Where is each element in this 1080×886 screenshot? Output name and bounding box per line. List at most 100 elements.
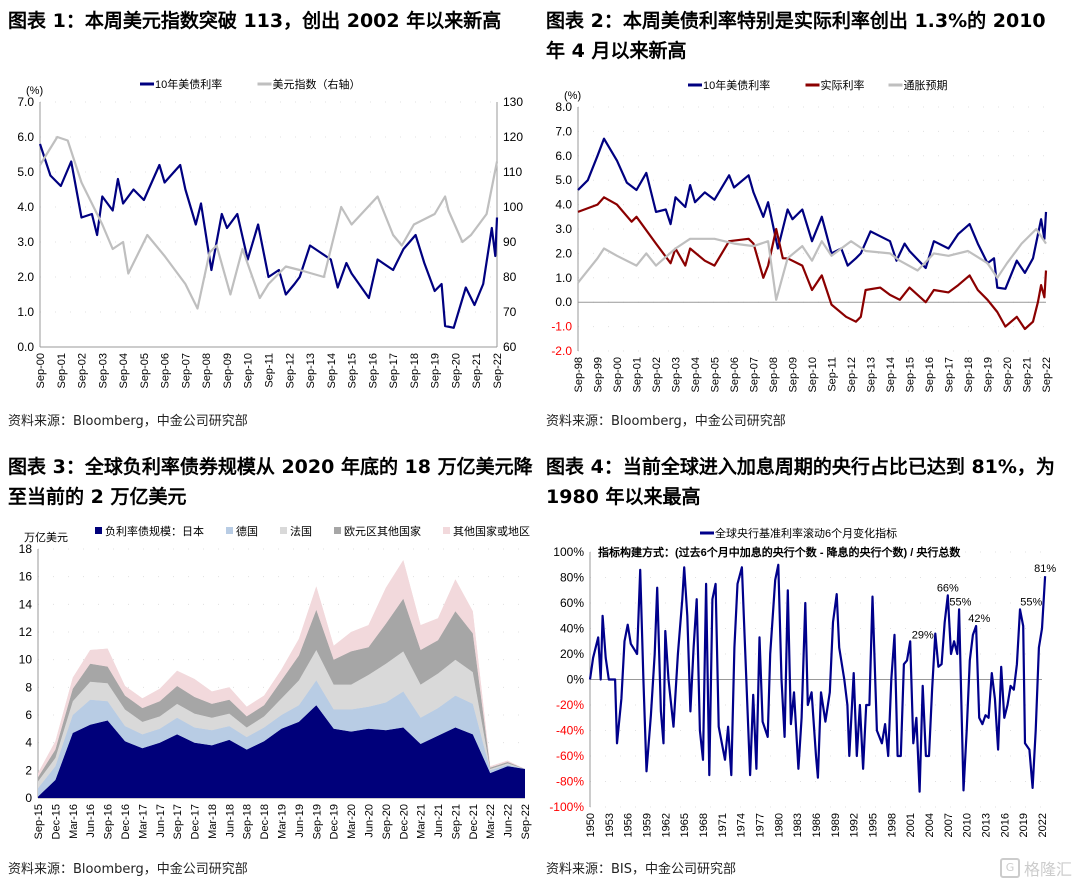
chart3-x-tick-label: Dec-16 [120,804,132,839]
chart4-x-tick-label: 2004 [924,813,936,837]
chart3-x-tick-label: Sep-22 [520,804,532,839]
chart4-x-tick-label: 1965 [679,813,691,837]
chart2-x-tick-label: Sep-01 [632,357,644,392]
chart4-x-tick-label: 1968 [698,813,710,837]
chart4-y-tick-label: 20% [560,647,584,661]
chart3-x-tick-label: Mar-17 [137,804,149,839]
chart3-x-tick-label: Sep-19 [311,804,323,839]
chart4-x-tick-label: 1983 [792,813,804,837]
chart4-title: 图表 4：当前全球进入加息周期的央行占比已达到 81%，为 1980 年以来最高 [546,456,1055,508]
chart4-note: 指标构建方式：(过去6个月中加息的央行个数 - 降息的央行个数) / 央行总数 [598,545,961,559]
chart2-y-axis-label: (%) [564,90,581,102]
chart4-x-tick-label: 2019 [1018,813,1030,837]
chart4-y-tick-label: 80% [560,571,584,585]
chart1-y-tick-label: 3.0 [17,235,34,249]
chart3-x-tick-label: Dec-18 [259,804,271,839]
chart4-x-tick-label: 2016 [999,813,1011,837]
chart4-annotation-label: 29% [912,630,934,642]
chart4-annotation-label: 55% [1020,596,1042,608]
chart1-title: 图表 1：本周美元指数突破 113，创出 2002 年以来新高 [8,10,502,32]
chart2-legend-label: 通胀预期 [904,79,948,92]
chart4-x-tick-label: 1989 [830,813,842,837]
chart1-x-tick-label: Sep-04 [118,353,130,388]
chart2-y-tick-label: 5.0 [555,173,572,187]
chart4-x-tick-label: 2013 [981,813,993,837]
chart2-y-tick-label: 3.0 [555,222,572,236]
chart3-y-tick-label: 16 [19,570,33,584]
chart2-x-tick-label: Sep-04 [690,357,702,392]
chart1-y2-tick-label: 130 [503,95,523,109]
chart1-x-tick-label: Sep-16 [367,353,379,388]
chart3-x-tick-label: Mar-19 [277,804,289,839]
chart1-x-tick-label: Sep-07 [180,353,192,388]
chart2-y-tick-label: 0.0 [555,295,572,309]
chart2-y-tick-label: 4.0 [555,198,572,212]
chart3-x-tick-label: Dec-21 [468,804,480,839]
chart4-y-tick-label: 0% [567,673,585,687]
chart3-area-segment [38,680,525,797]
watermark-logo: G 格隆汇 [999,856,1072,880]
chart2-y-tick-label: 8.0 [555,100,572,114]
chart2-legend-label: 10年美债利率 [703,78,770,92]
chart2-x-tick-label: Sep-12 [846,357,858,392]
chart3-y-tick-label: 10 [19,653,33,667]
chart1-x-tick-label: Sep-00 [35,353,47,388]
chart4-x-tick-label: 2007 [943,813,955,837]
chart3-x-tick-label: Mar-16 [68,804,80,839]
chart4-x-tick-label: 1956 [623,813,635,837]
chart1-x-tick-label: Sep-15 [347,353,359,388]
chart1-y-tick-label: 2.0 [17,270,34,284]
chart3-x-tick-label: Sep-21 [450,804,462,839]
chart4-x-tick-label: 1992 [849,813,861,837]
chart2-y-tick-label: 2.0 [555,246,572,260]
chart3-x-tick-label: Jun-16 [85,804,97,838]
chart4-legend-label: 全球央行基准利率滚动6个月变化指标 [715,526,897,540]
chart1-y-tick-label: 0.0 [17,340,34,354]
chart4-x-tick-label: 2010 [962,813,974,837]
chart3-x-tick-label: Jun-19 [294,804,306,838]
chart2-x-tick-label: Sep-09 [788,357,800,392]
chart3-y-tick-label: 12 [19,625,33,639]
chart4-x-tick-label: 1950 [585,813,597,837]
chart4-y-tick-label: 60% [560,596,584,610]
chart1-x-tick-label: Sep-08 [201,353,213,388]
chart3-x-tick-label: Sep-15 [33,804,45,839]
chart3-legend-label: 法国 [290,524,312,538]
chart4-annotation-label: 66% [937,582,959,594]
chart3-legend-swatch [226,527,233,534]
chart4-x-tick-label: 1995 [868,813,880,837]
chart3-y-axis-label: 万亿美元 [24,531,68,544]
chart1-y2-tick-label: 120 [503,130,523,144]
chart3-x-tick-label: Jun-18 [224,804,236,838]
chart2-x-tick-label: Sep-19 [983,357,995,392]
chart4-x-tick-label: 1962 [660,813,672,837]
chart3-x-tick-label: Mar-21 [416,804,428,839]
chart1-x-tick-label: Sep-01 [56,353,68,388]
chart2-x-tick-label: Sep-21 [1022,357,1034,392]
chart3-y-tick-label: 8 [25,680,32,694]
chart3-x-tick-label: Jun-21 [433,804,445,838]
chart3-x-tick-label: Sep-18 [242,804,254,839]
chart3-x-tick-label: Mar-22 [485,804,497,839]
chart1-x-tick-label: Sep-10 [243,353,255,388]
chart1-y-tick-label: 6.0 [17,130,34,144]
chart1-x-tick-label: Sep-18 [409,353,421,388]
chart2-series-line [577,196,1048,331]
chart1-y2-tick-label: 90 [503,235,517,249]
chart4-y-tick-label: -20% [556,698,584,712]
chart2-series-line [577,227,1047,301]
chart4-source: 资料来源：BIS，中金公司研究部 [546,862,737,877]
chart4-x-tick-label: 1959 [642,813,654,837]
chart4-x-tick-label: 1980 [773,813,785,837]
chart3-y-tick-label: 0 [25,791,32,805]
chart4-annotation-label: 42% [968,613,990,625]
chart3-y-tick-label: 2 [25,763,32,777]
chart2-x-tick-label: Sep-14 [885,357,897,392]
watermark-text: 格隆汇 [1023,860,1072,879]
chart4-x-tick-label: 1977 [755,813,767,837]
chart2-y-tick-label: 7.0 [555,124,572,138]
chart3-x-tick-label: Dec-17 [190,804,202,839]
chart4-x-tick-label: 1998 [886,813,898,837]
chart3-legend-swatch [95,527,102,534]
chart2-x-tick-label: Sep-07 [749,357,761,392]
